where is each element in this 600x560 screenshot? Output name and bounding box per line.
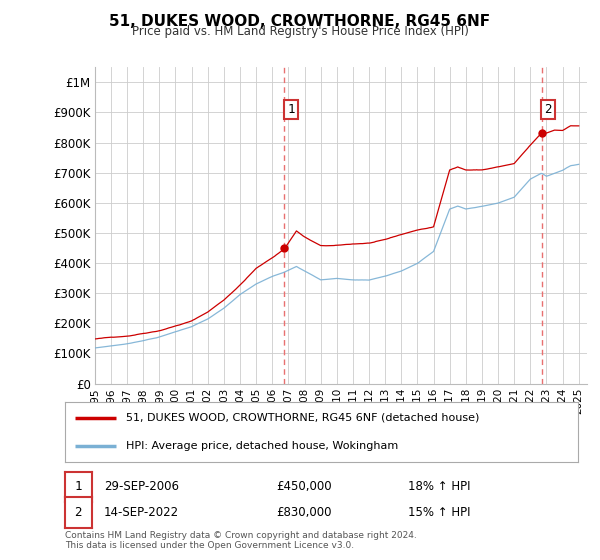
Text: 1: 1	[287, 103, 295, 116]
Text: 51, DUKES WOOD, CROWTHORNE, RG45 6NF: 51, DUKES WOOD, CROWTHORNE, RG45 6NF	[109, 14, 491, 29]
Text: 29-SEP-2006: 29-SEP-2006	[104, 480, 179, 493]
Text: £450,000: £450,000	[276, 480, 332, 493]
Text: 14-SEP-2022: 14-SEP-2022	[104, 506, 179, 519]
Text: 51, DUKES WOOD, CROWTHORNE, RG45 6NF (detached house): 51, DUKES WOOD, CROWTHORNE, RG45 6NF (de…	[127, 413, 480, 423]
Text: 2: 2	[74, 506, 82, 519]
Text: 1: 1	[74, 480, 82, 493]
Text: Price paid vs. HM Land Registry's House Price Index (HPI): Price paid vs. HM Land Registry's House …	[131, 25, 469, 38]
Text: 15% ↑ HPI: 15% ↑ HPI	[408, 506, 470, 519]
Text: 18% ↑ HPI: 18% ↑ HPI	[408, 480, 470, 493]
Text: HPI: Average price, detached house, Wokingham: HPI: Average price, detached house, Woki…	[127, 441, 398, 451]
Text: Contains HM Land Registry data © Crown copyright and database right 2024.
This d: Contains HM Land Registry data © Crown c…	[65, 530, 416, 550]
Text: £830,000: £830,000	[276, 506, 331, 519]
Text: 2: 2	[544, 103, 552, 116]
